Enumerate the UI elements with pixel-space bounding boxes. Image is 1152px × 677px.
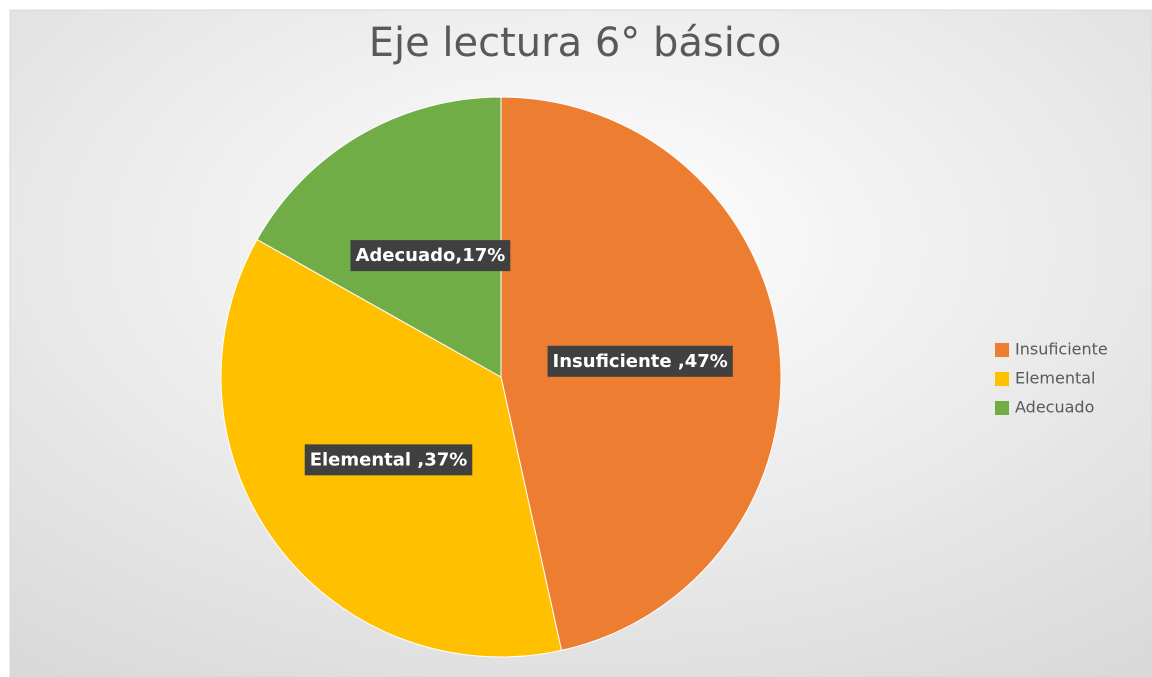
data-label-box — [304, 444, 473, 476]
legend-label: Insuficiente — [1015, 340, 1108, 359]
data-label: Elemental ,37% — [304, 444, 473, 476]
legend-swatch — [995, 401, 1009, 415]
legend-label: Elemental — [1015, 369, 1096, 388]
legend-swatch — [995, 372, 1009, 386]
legend-swatch — [995, 343, 1009, 357]
data-label-box — [547, 345, 733, 377]
data-label: Insuficiente ,47% — [547, 345, 733, 377]
pie-slice — [256, 96, 502, 378]
data-label-text: Insuficiente ,47% — [553, 351, 728, 372]
data-label-text: Adecuado,17% — [355, 245, 505, 266]
legend-label: Adecuado — [1015, 398, 1094, 417]
data-label-box — [350, 240, 511, 272]
data-label-text: Elemental ,37% — [310, 449, 468, 470]
data-label: Adecuado,17% — [350, 240, 511, 272]
chart-title: Eje lectura 6° básico — [369, 20, 782, 66]
